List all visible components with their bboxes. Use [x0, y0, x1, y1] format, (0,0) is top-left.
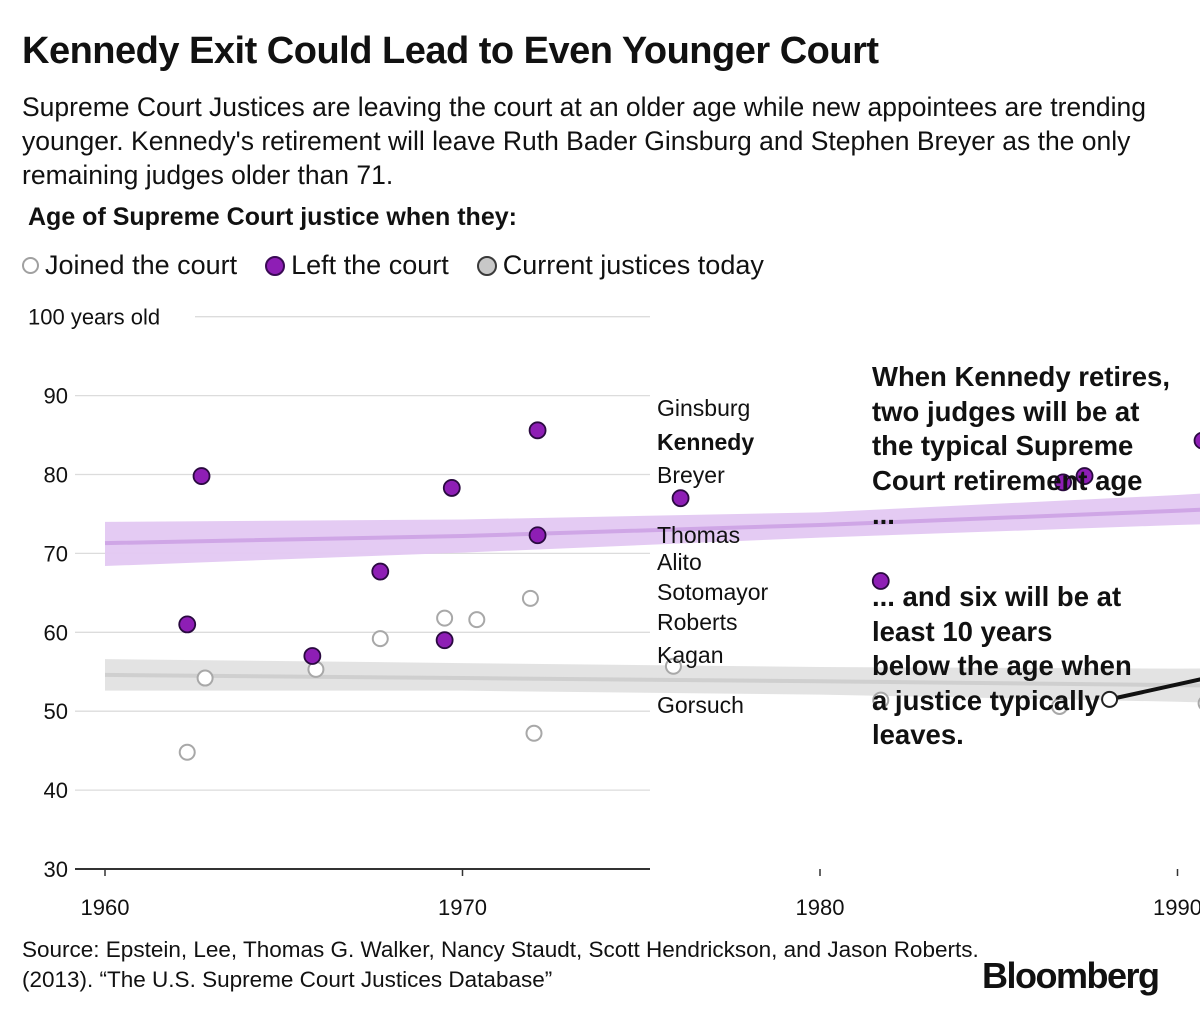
data-points	[178, 421, 1200, 761]
chart-subtitle: Supreme Court Justices are leaving the c…	[22, 92, 1146, 190]
left-point	[528, 421, 547, 440]
label-thomas: Thomas	[657, 522, 740, 548]
annotation-younger: ... and six will be at least 10 years be…	[872, 581, 1132, 750]
current-marker-icon	[476, 255, 497, 276]
left-point	[371, 562, 390, 581]
label-kagan: Kagan	[657, 642, 724, 668]
label-kennedy: Kennedy	[657, 429, 754, 455]
joined-point	[1051, 697, 1069, 715]
y-tick-label: 90	[44, 384, 68, 409]
legend-label-current: Current justices today	[502, 250, 764, 280]
joined-point	[436, 609, 454, 627]
joined-point	[664, 657, 682, 675]
left-point	[1075, 467, 1094, 485]
current-joined-point	[1101, 690, 1119, 708]
legend-item-current: Current justices today	[476, 250, 764, 281]
x-tick-label: 1970	[438, 895, 487, 920]
left-point	[178, 615, 197, 634]
y-tick-label: 60	[44, 620, 68, 645]
left-point	[528, 526, 547, 545]
joined-point	[468, 611, 486, 629]
source-note: Source: Epstein, Lee, Thomas G. Walker, …	[22, 937, 979, 992]
x-tick-label: 1980	[796, 895, 845, 920]
left-point	[192, 467, 211, 485]
y-tick-label: 80	[44, 463, 68, 488]
label-alito: Alito	[657, 549, 702, 575]
joined-marker-icon	[22, 257, 39, 274]
x-tick-label: 1990	[1153, 895, 1200, 920]
legend-label-joined: Joined the court	[45, 250, 238, 280]
left-point	[871, 572, 890, 590]
x-tick-label: 1960	[81, 895, 130, 920]
joined-point	[178, 743, 196, 761]
chart-title: Kennedy Exit Could Lead to Even Younger …	[22, 30, 879, 72]
joined-point	[872, 691, 890, 709]
left-marker-icon	[265, 255, 286, 276]
y-tick-label: 50	[44, 699, 68, 724]
y-tick-label: 70	[44, 541, 68, 566]
left-trend-line	[104, 507, 1200, 546]
y-tick-label: 40	[44, 778, 68, 803]
trend-bands	[104, 493, 1200, 703]
left-point	[1193, 432, 1200, 450]
joined-point	[371, 630, 389, 648]
left-point	[435, 631, 454, 650]
axes: 30 40 50 60 70 80 90 100 years old 1960 1970 1980 1…	[28, 305, 1200, 920]
chart-heading: Age of Supreme Court justice when they:	[28, 203, 517, 231]
joined-point	[525, 724, 543, 742]
label-gorsuch: Gorsuch	[657, 692, 744, 718]
left-point	[1054, 473, 1072, 492]
label-ginsburg: Ginsburg	[657, 395, 750, 421]
legend: Joined the court Left the court Current …	[22, 250, 792, 281]
label-roberts: Roberts	[657, 609, 738, 635]
legend-label-left: Left the court	[291, 250, 449, 280]
y-tick-label: 30	[44, 857, 68, 882]
left-point	[671, 489, 690, 508]
legend-item-joined: Joined the court	[22, 250, 237, 281]
y-tick-label: 100 years old	[28, 305, 160, 330]
label-breyer: Breyer	[657, 462, 725, 488]
bloomberg-logo: Bloomberg	[982, 955, 1160, 996]
left-point	[442, 479, 461, 497]
label-sotomayor: Sotomayor	[657, 579, 769, 605]
joined-point	[521, 589, 539, 607]
joined-point	[196, 669, 214, 687]
annotation-retirement: When Kennedy retires, two judges will be…	[872, 361, 1170, 530]
left-point	[303, 647, 322, 665]
legend-item-left: Left the court	[265, 250, 449, 281]
